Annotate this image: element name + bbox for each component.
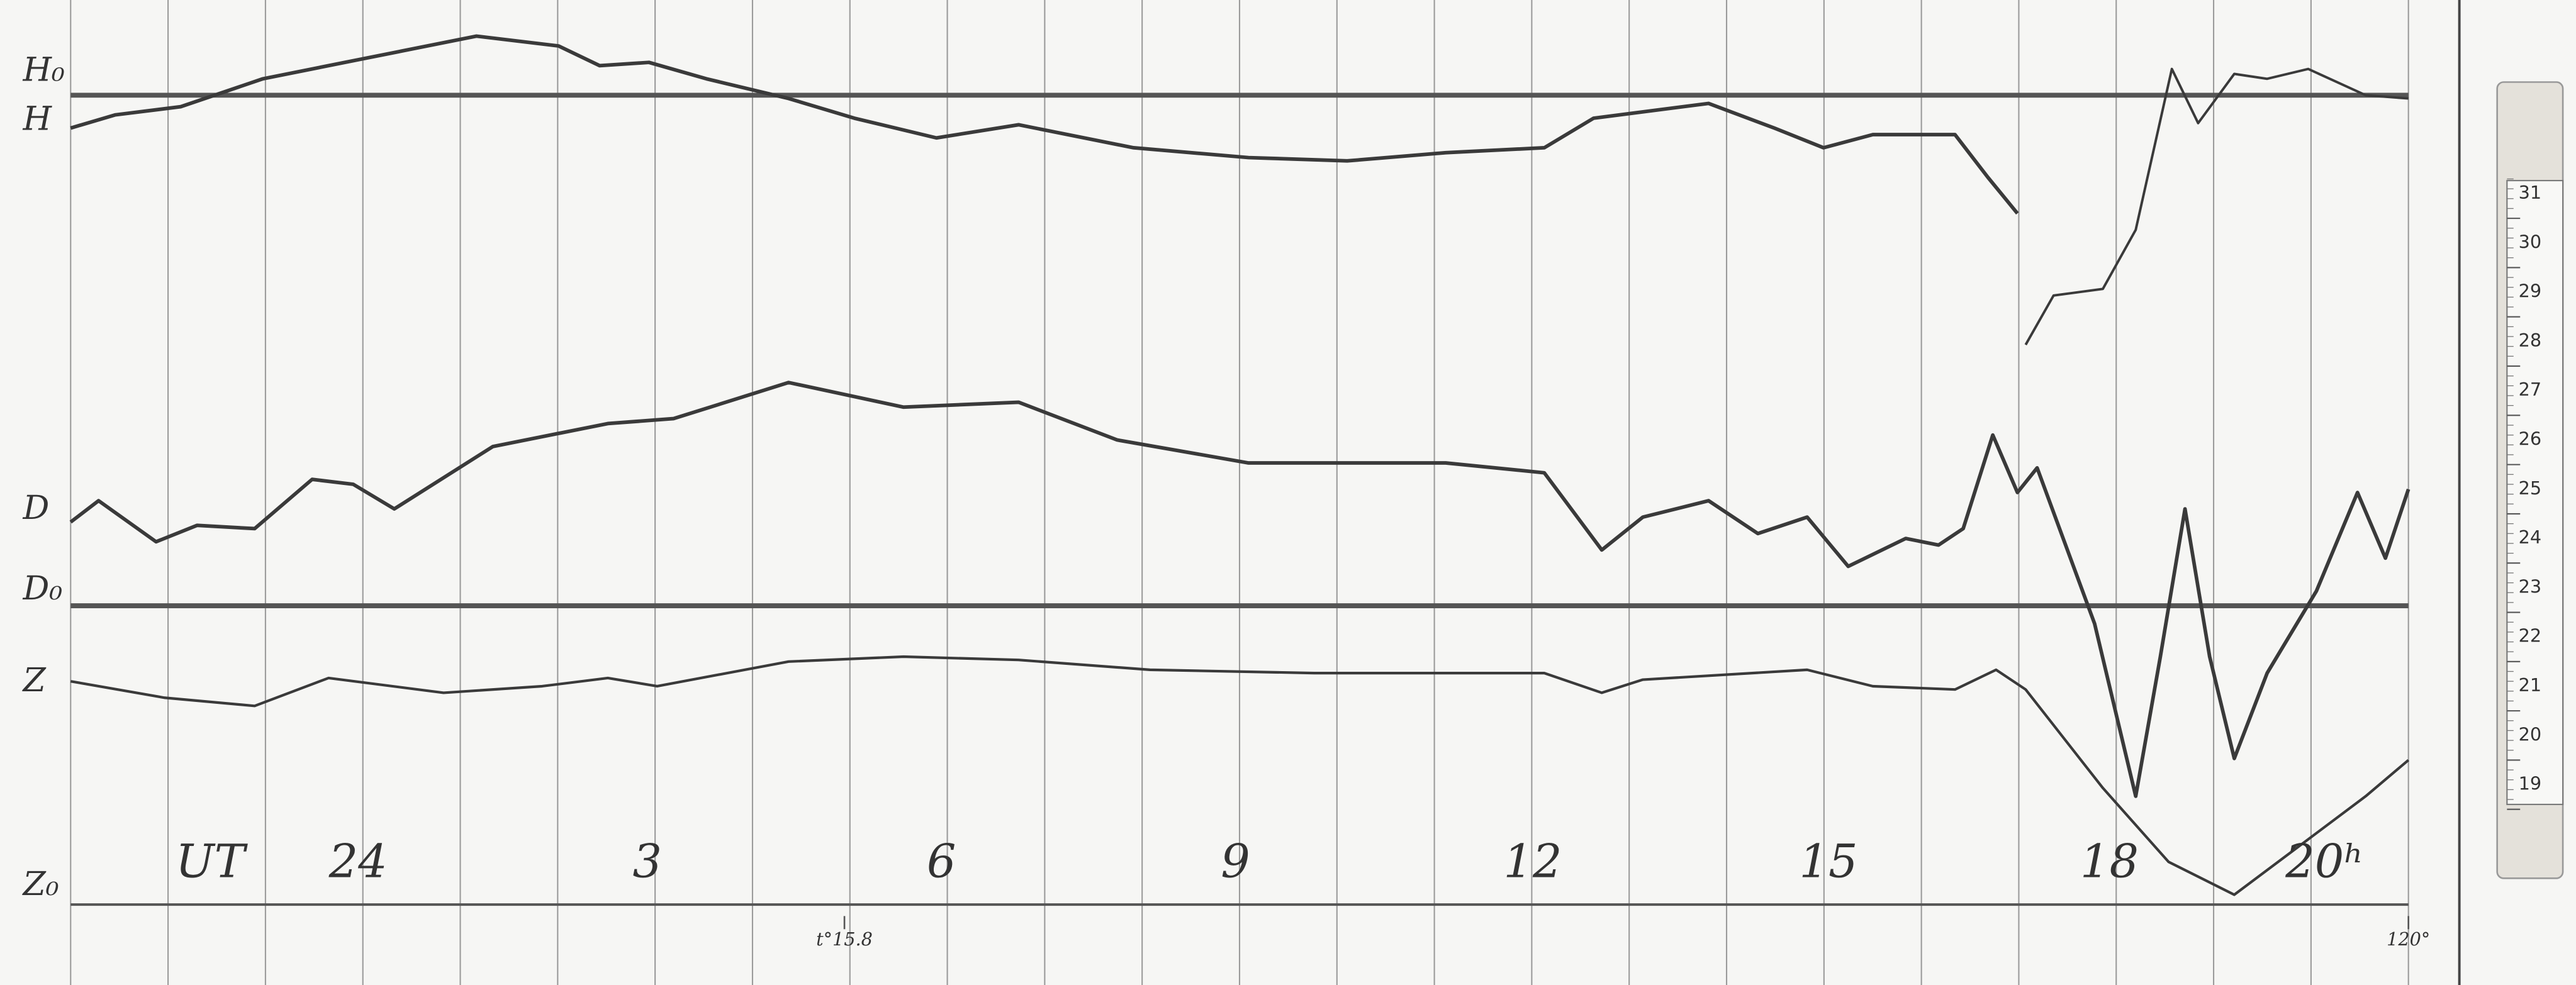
scale-label: 21: [2519, 674, 2542, 696]
scale-label: 25: [2519, 477, 2542, 499]
time-label: 24: [328, 835, 388, 888]
time-label: 6: [927, 835, 956, 888]
h-trace: [70, 34, 2019, 215]
h-trace-offscale: [2024, 67, 2409, 346]
grid: [70, 0, 2409, 985]
scale-label: 19: [2519, 773, 2542, 794]
time-label: 12: [1504, 835, 1562, 888]
trace-label: Z: [22, 662, 47, 699]
trace-label: D₀: [23, 570, 63, 608]
scale-label: 24: [2519, 526, 2542, 548]
annotation: t°15.8: [816, 928, 873, 950]
annotation: 120°: [2387, 928, 2430, 950]
trace-label: H₀: [23, 51, 65, 89]
trace-label: H: [23, 101, 53, 138]
time-label: 18: [2080, 835, 2139, 888]
trace-label: D: [23, 489, 50, 527]
time-label: 20ʰ: [2285, 835, 2364, 888]
scale-label: 27: [2519, 379, 2542, 400]
thermometer-scale: [2506, 180, 2564, 805]
scale-label: 23: [2519, 576, 2542, 597]
scale-label: 22: [2519, 625, 2542, 647]
trace-label: Z₀: [22, 865, 59, 903]
z-trace: [70, 655, 2410, 896]
scale-label: 26: [2519, 428, 2542, 449]
time-label: UT: [176, 835, 249, 888]
d-trace: [69, 381, 2411, 798]
scale-label: 30: [2519, 231, 2542, 252]
time-label: 9: [1221, 835, 1250, 888]
time-label: 15: [1800, 835, 1858, 888]
scale-label: 20: [2519, 723, 2542, 745]
time-label: 3: [632, 835, 662, 888]
scale-label: 29: [2519, 281, 2542, 302]
scale-label: 31: [2519, 182, 2542, 203]
scale-label: 28: [2519, 330, 2542, 351]
scale: 31 30 29 28 27 26 25 24 23 22 21 20 19: [2507, 178, 2542, 810]
